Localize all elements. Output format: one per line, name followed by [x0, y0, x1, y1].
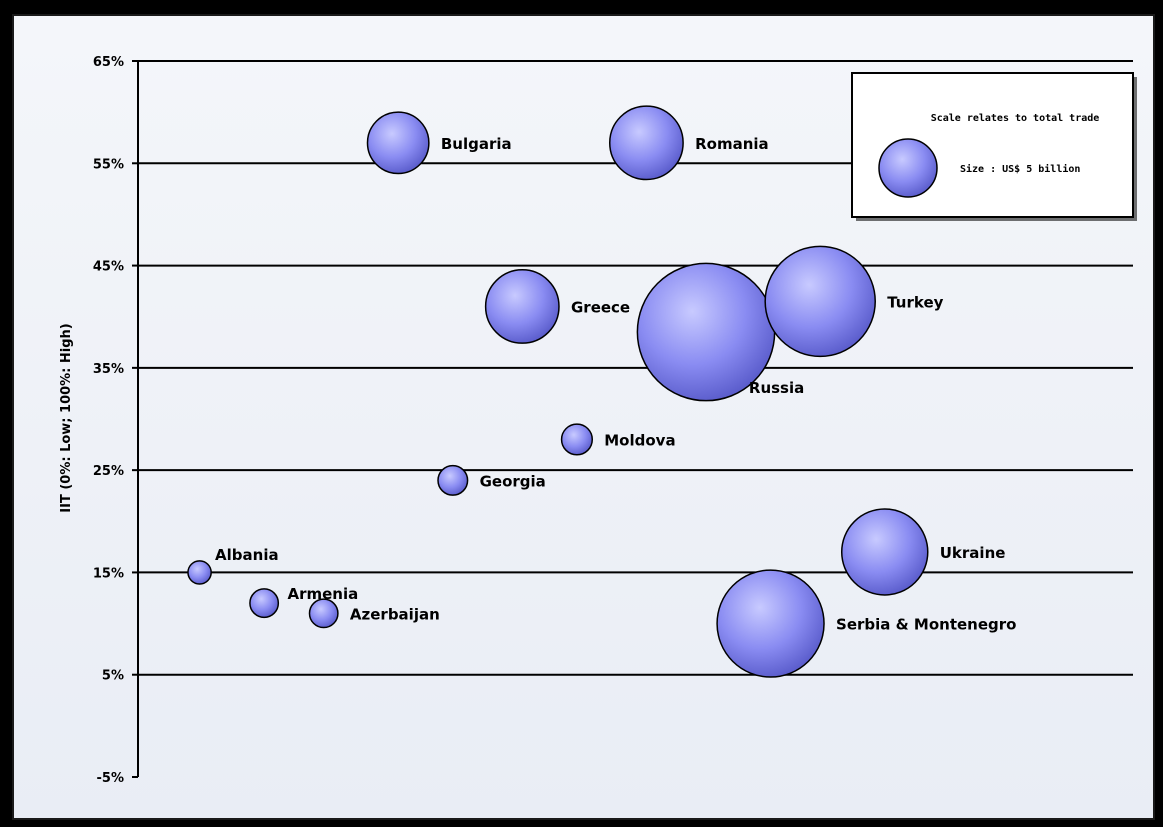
legend-size-label: Size : US$ 5 billion	[960, 163, 1080, 175]
y-tick-label: -5%	[97, 771, 124, 786]
y-tick-label: 45%	[93, 260, 124, 275]
bubble-label-serbia-montenegro: Serbia & Montenegro	[836, 616, 1016, 634]
y-tick-label: 15%	[93, 566, 124, 581]
bubble-label-turkey: Turkey	[887, 293, 943, 311]
bubble-serbia-montenegro	[716, 569, 825, 678]
y-tick-label: 5%	[102, 669, 124, 684]
bubble-georgia	[437, 464, 469, 496]
bubble-label-georgia: Georgia	[480, 472, 546, 490]
legend: Scale relates to total trade Size : US$ …	[851, 72, 1137, 221]
bubble-label-romania: Romania	[695, 135, 769, 153]
y-tick-label: 65%	[93, 55, 124, 70]
bubble-layer	[187, 105, 929, 678]
bubble-label-azerbaijan: Azerbaijan	[350, 605, 440, 623]
bubble-label-greece: Greece	[571, 298, 630, 316]
y-tick-label: 55%	[93, 157, 124, 172]
bubble-moldova	[560, 423, 594, 456]
y-tick-label: 35%	[93, 362, 124, 377]
y-axis-label: IIT (0%: Low; 100%: High)	[59, 323, 74, 512]
bubble-label-moldova: Moldova	[604, 431, 675, 449]
legend-bubble	[878, 138, 938, 198]
bubble-label-albania: Albania	[215, 546, 279, 564]
legend-title: Scale relates to total trade	[931, 113, 1100, 124]
bubble-armenia	[249, 588, 280, 619]
bubble-ukraine	[840, 508, 929, 596]
axis-layer: -5% 5% 15% 25% 35% 45% 55% 65%	[93, 55, 139, 786]
bubble-albania	[187, 560, 212, 585]
label-layer: Russia Turkey Serbia & Montenegro Ukraine Ro…	[215, 135, 1016, 634]
bubble-label-bulgaria: Bulgaria	[441, 135, 512, 153]
y-tick-label: 25%	[93, 464, 124, 479]
bubble-label-armenia: Armenia	[287, 585, 358, 603]
bubble-romania	[608, 105, 684, 181]
bubble-label-russia: Russia	[749, 379, 804, 397]
bubble-azerbaijan	[308, 598, 339, 629]
bubble-greece	[484, 269, 560, 344]
bubble-turkey	[764, 245, 876, 358]
bubble-bulgaria	[366, 111, 430, 175]
bubble-label-ukraine: Ukraine	[940, 544, 1006, 562]
